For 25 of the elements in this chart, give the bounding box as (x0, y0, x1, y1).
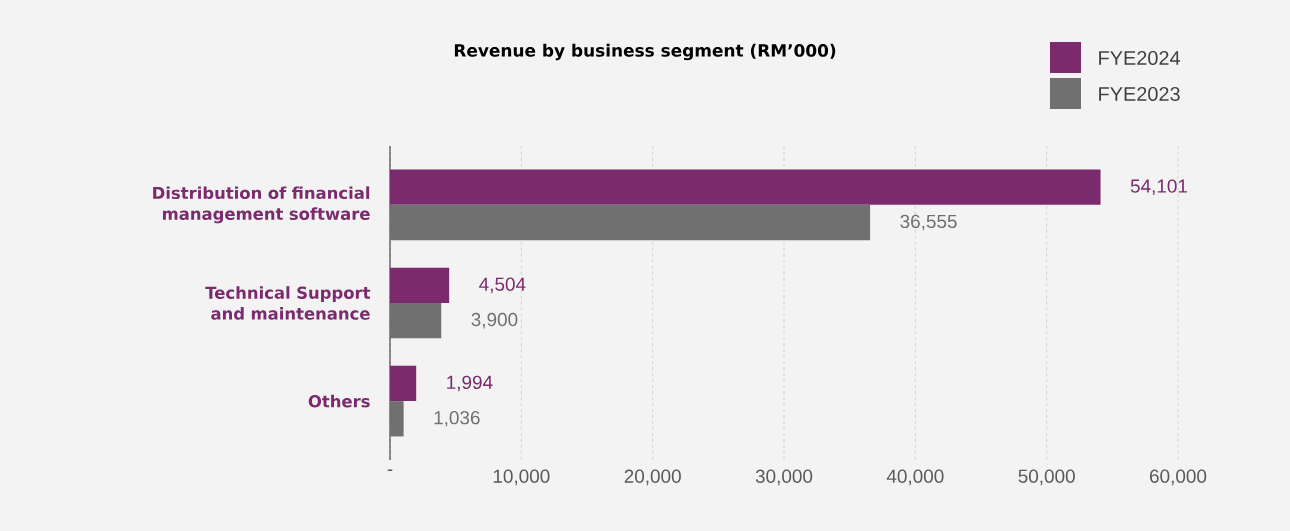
data-label: 3,900 (471, 312, 518, 329)
bar (390, 204, 871, 241)
chart-title: Revenue by business segment (RM’000) (454, 43, 836, 61)
legend-label: FYE2023 (1099, 86, 1180, 102)
data-label: 1,036 (434, 410, 480, 427)
bar (390, 365, 417, 402)
bar (390, 169, 1101, 205)
x-tick-label: 10,000 (493, 469, 550, 486)
y-tick-label: Technical Support and maintenance (205, 286, 371, 320)
data-label: 36,555 (900, 214, 957, 231)
x-tick-label: 20,000 (624, 469, 681, 486)
x-tick-label: - (387, 469, 393, 471)
x-tick-label: 50,000 (1018, 469, 1075, 486)
data-label: 1,994 (447, 375, 493, 392)
y-tick-label: Distribution of financial management software (153, 186, 370, 224)
data-label: 54,101 (1130, 179, 1188, 196)
x-tick-label: 40,000 (886, 469, 944, 486)
bar (390, 401, 404, 437)
x-tick-label: 60,000 (1150, 469, 1207, 486)
bar (390, 302, 442, 339)
legend-label: FYE2024 (1099, 50, 1181, 66)
x-tick-label: 30,000 (755, 469, 813, 486)
data-label: 4,504 (479, 277, 526, 294)
bar (390, 267, 450, 303)
y-tick-label: Others (308, 394, 370, 408)
